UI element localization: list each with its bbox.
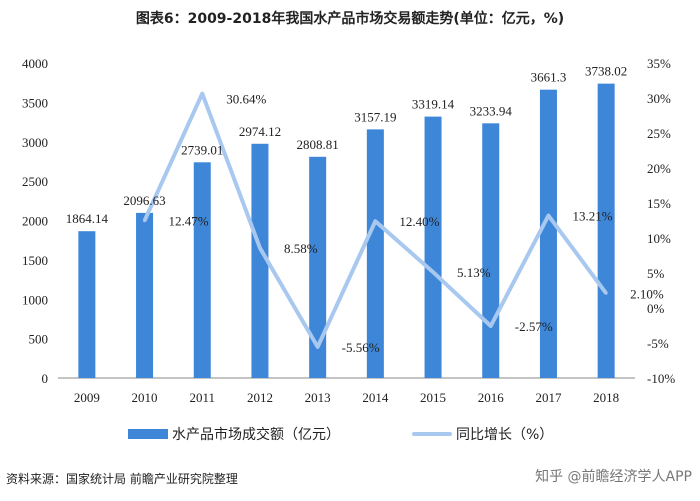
- legend-label-bar: 水产品市场成交额（亿元）: [172, 427, 340, 443]
- line-value-label: 12.47%: [169, 214, 209, 229]
- y-left-tick-label: 1500: [22, 253, 48, 268]
- bar: [78, 231, 96, 378]
- bar: [597, 83, 615, 379]
- bar: [366, 129, 384, 378]
- bar-series: [78, 83, 615, 379]
- y-left-tick-label: 3500: [22, 95, 48, 110]
- y-right-tick-label: 20%: [647, 161, 671, 176]
- bar: [482, 123, 500, 378]
- bar-value-label: 2739.01: [181, 142, 223, 157]
- x-tick-label: 2011: [189, 390, 215, 405]
- line-value-label: 12.40%: [399, 214, 439, 229]
- y-right-tick-label: 35%: [647, 56, 671, 71]
- bar-value-label: 3157.19: [354, 109, 396, 124]
- combo-chart: 0 500 1000 1500 2000 2500 3000 3500 4000 35% 30% 25…: [22, 56, 675, 405]
- x-tick-label: 2016: [478, 390, 505, 405]
- line-point: [604, 291, 608, 295]
- x-tick-label: 2012: [247, 390, 273, 405]
- line-point: [200, 92, 204, 96]
- source-note: 资料来源：国家统计局 前瞻产业研究院整理: [6, 472, 238, 486]
- bar-value-label: 2096.63: [123, 193, 165, 208]
- bar-value-label: 3319.14: [412, 97, 455, 112]
- y-left-tick-label: 3000: [22, 135, 48, 150]
- y-right-tick-label: 10%: [647, 231, 671, 246]
- y-left-tick-label: 4000: [22, 56, 48, 71]
- bar-value-label: 3738.02: [585, 64, 627, 79]
- line-value-label: -2.57%: [515, 319, 553, 334]
- bar-value-label: 3661.3: [531, 70, 567, 85]
- y-right-tick-label: 30%: [647, 91, 671, 106]
- bar-value-label: 3233.94: [470, 103, 513, 118]
- line-point: [431, 270, 435, 274]
- bar-value-label: 2808.81: [297, 137, 339, 152]
- legend-item-bar: 水产品市场成交额（亿元）: [128, 424, 340, 444]
- y-right-tick-label: 5%: [647, 266, 665, 281]
- legend-swatch-line: [412, 432, 452, 436]
- x-tick-label: 2015: [420, 390, 446, 405]
- x-tick-label: 2013: [305, 390, 331, 405]
- line-value-label: 8.58%: [284, 241, 318, 256]
- data-labels: 1864.14 2096.63 2739.01 2974.12 2808.81 3157.…: [66, 64, 664, 355]
- y-left-tick-label: 0: [42, 371, 49, 386]
- x-tick-label: 2009: [74, 390, 100, 405]
- bar: [424, 116, 442, 378]
- line-value-label: 5.13%: [457, 265, 491, 280]
- y-right-tick-label: -5%: [647, 336, 669, 351]
- axes: 0 500 1000 1500 2000 2500 3000 3500 4000 35% 30% 25…: [22, 56, 675, 405]
- y-right-tick-label: -10%: [647, 371, 675, 386]
- legend: 水产品市场成交额（亿元） 同比增长（%）: [0, 420, 700, 444]
- bar-value-label: 1864.14: [66, 211, 109, 226]
- bar: [193, 162, 211, 378]
- line-value-label: -5.56%: [342, 340, 380, 355]
- y-left-tick-label: 1000: [22, 292, 48, 307]
- x-tick-label: 2014: [362, 390, 389, 405]
- bar: [251, 143, 269, 378]
- line-point: [489, 324, 493, 328]
- line-point: [316, 345, 320, 349]
- line-series: [142, 91, 608, 349]
- y-left-tick-label: 2000: [22, 214, 48, 229]
- legend-item-line: 同比增长（%）: [412, 424, 553, 444]
- line-value-label: 2.10%: [630, 286, 664, 301]
- bar: [136, 212, 154, 378]
- line-point: [546, 214, 550, 218]
- bar-value-label: 2974.12: [239, 124, 281, 139]
- bar: [309, 156, 327, 378]
- legend-label-line: 同比增长（%）: [456, 427, 554, 443]
- legend-swatch-bar: [128, 429, 168, 439]
- chart-title: 图表6：2009-2018年我国水产品市场交易额走势(单位：亿元，%): [135, 11, 565, 27]
- line-point: [258, 246, 262, 250]
- x-tick-label: 2018: [593, 390, 619, 405]
- x-tick-label: 2010: [132, 390, 158, 405]
- y-right-tick-label: 0%: [647, 301, 665, 316]
- line-point: [143, 219, 147, 223]
- bar: [539, 89, 557, 379]
- y-right-tick-label: 25%: [647, 126, 671, 141]
- watermark: 知乎 @前瞻经济学人APP: [535, 469, 692, 485]
- line-value-label: 30.64%: [226, 92, 266, 107]
- x-tick-label: 2017: [535, 390, 562, 405]
- line-value-label: 13.21%: [572, 209, 612, 224]
- y-left-tick-label: 500: [29, 332, 49, 347]
- line-point: [373, 219, 377, 223]
- y-left-tick-label: 2500: [22, 174, 48, 189]
- y-right-tick-label: 15%: [647, 196, 671, 211]
